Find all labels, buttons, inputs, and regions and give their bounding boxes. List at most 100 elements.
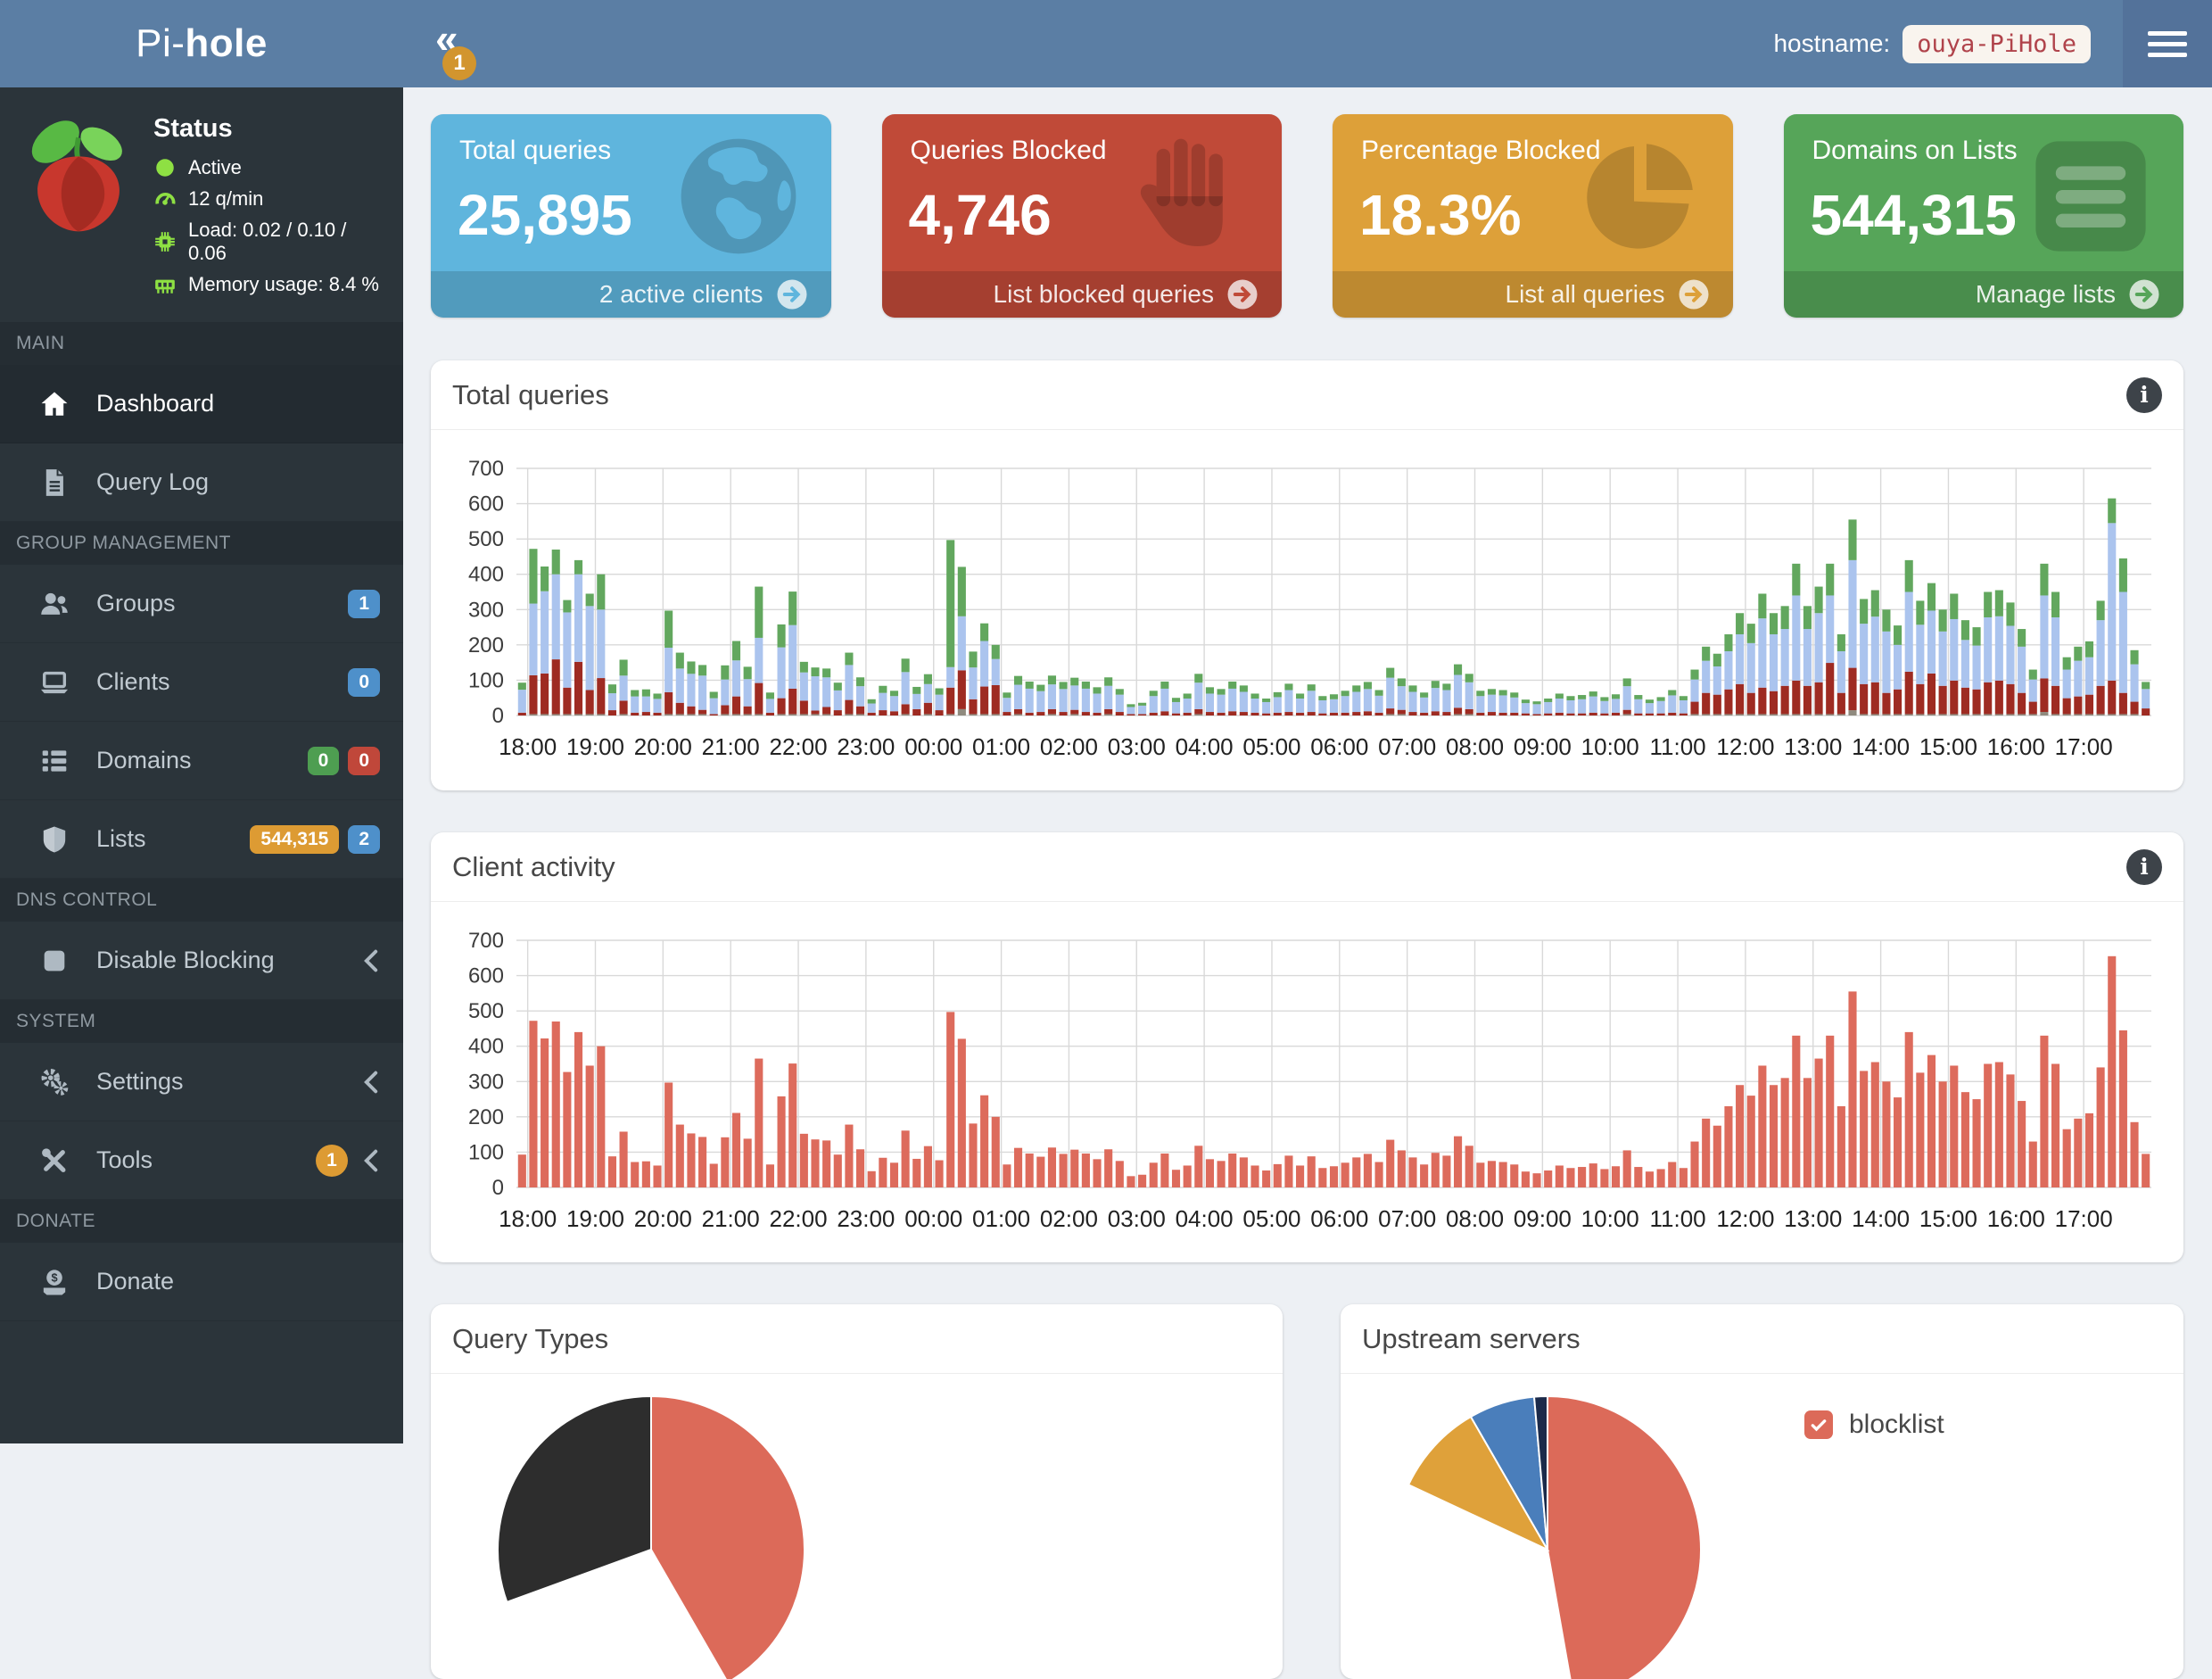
navbar-menu-button[interactable] <box>2123 0 2212 87</box>
svg-text:00:00: 00:00 <box>904 733 962 760</box>
sidebar-item-donate[interactable]: $Donate <box>0 1243 403 1321</box>
stat-card-value: 18.3% <box>1333 166 1733 248</box>
gauge-icon <box>153 187 177 211</box>
svg-text:03:00: 03:00 <box>1108 733 1166 760</box>
sidebar: Status Active 12 q/min Load: 0.02 / 0.10 /… <box>0 87 403 1443</box>
svg-text:01:00: 01:00 <box>972 1205 1030 1232</box>
svg-text:13:00: 13:00 <box>1784 1205 1842 1232</box>
svg-text:600: 600 <box>468 492 504 517</box>
svg-text:11:00: 11:00 <box>1649 1205 1705 1232</box>
status-text: Memory usage: 8.4 % <box>188 273 379 296</box>
stat-card-title: Domains on Lists <box>1784 114 2184 166</box>
sidebar-item-query-log[interactable]: Query Log <box>0 443 403 522</box>
count-badge: 0 <box>348 668 380 697</box>
navbar-spacer <box>458 0 1774 87</box>
svg-text:400: 400 <box>468 563 504 587</box>
svg-text:400: 400 <box>468 1035 504 1059</box>
info-icon[interactable]: i <box>2126 377 2162 413</box>
sidebar-item-groups[interactable]: Groups 1 <box>0 565 403 643</box>
svg-text:17:00: 17:00 <box>2055 1205 2113 1232</box>
svg-text:600: 600 <box>468 964 504 988</box>
laptop-icon <box>39 667 70 698</box>
circle-icon <box>153 156 177 179</box>
sidebar-item-disable-blocking[interactable]: Disable Blocking <box>0 922 403 1000</box>
stat-card-footer-link[interactable]: List all queries <box>1333 271 1733 318</box>
arrow-circle-icon <box>776 278 808 310</box>
check-icon <box>1810 1416 1828 1434</box>
svg-text:02:00: 02:00 <box>1040 1205 1098 1232</box>
svg-text:500: 500 <box>468 999 504 1023</box>
status-row: Load: 0.02 / 0.10 / 0.06 <box>153 219 387 265</box>
sidebar-section-header: MAIN <box>0 322 403 365</box>
stat-card-value: 4,746 <box>882 166 1283 248</box>
svg-text:21:00: 21:00 <box>702 1205 760 1232</box>
svg-text:21:00: 21:00 <box>702 733 760 760</box>
svg-text:300: 300 <box>468 1070 504 1094</box>
chevron-left-icon <box>362 1071 380 1094</box>
svg-text:00:00: 00:00 <box>904 1205 962 1232</box>
svg-text:01:00: 01:00 <box>972 733 1030 760</box>
svg-text:13:00: 13:00 <box>1784 733 1842 760</box>
brand-text-light: Pi- <box>136 21 185 66</box>
info-icon[interactable]: i <box>2126 849 2162 885</box>
sidebar-item-label: Settings <box>96 1068 348 1096</box>
legend-checkbox[interactable] <box>1804 1410 1833 1439</box>
pihole-logo <box>16 111 141 304</box>
stat-card-footer-link[interactable]: List blocked queries <box>882 271 1283 318</box>
svg-text:09:00: 09:00 <box>1514 1205 1572 1232</box>
stat-card-title: Queries Blocked <box>882 114 1283 166</box>
svg-text:19:00: 19:00 <box>566 733 624 760</box>
arrow-circle-icon <box>1678 278 1710 310</box>
collapse-badge: 1 <box>442 46 476 80</box>
pihole-brand[interactable]: Pi-hole <box>0 0 403 87</box>
sidebar-item-settings[interactable]: Settings <box>0 1043 403 1121</box>
sidebar-item-dashboard[interactable]: Dashboard <box>0 365 403 443</box>
svg-text:08:00: 08:00 <box>1446 733 1504 760</box>
svg-text:15:00: 15:00 <box>1919 1205 1977 1232</box>
footer-label: List all queries <box>1506 280 1665 309</box>
svg-text:04:00: 04:00 <box>1176 733 1234 760</box>
pie-slice-type-slice-2 <box>498 1396 651 1602</box>
svg-text:06:00: 06:00 <box>1310 733 1368 760</box>
status-row: Active <box>153 156 387 179</box>
stat-card-footer-link[interactable]: Manage lists <box>1784 271 2184 318</box>
svg-text:02:00: 02:00 <box>1040 733 1098 760</box>
svg-text:500: 500 <box>468 527 504 551</box>
svg-text:12:00: 12:00 <box>1716 1205 1774 1232</box>
svg-text:03:00: 03:00 <box>1108 1205 1166 1232</box>
footer-label: 2 active clients <box>599 280 763 309</box>
hamburger-icon <box>2148 25 2187 63</box>
svg-text:200: 200 <box>468 633 504 658</box>
stat-card-value: 544,315 <box>1784 166 2184 248</box>
sidebar-section-header: SYSTEM <box>0 1000 403 1043</box>
sidebar-item-label: Groups <box>96 590 339 617</box>
svg-text:14:00: 14:00 <box>1852 1205 1910 1232</box>
chevron-left-icon <box>362 949 380 972</box>
svg-text:700: 700 <box>468 929 504 953</box>
svg-text:08:00: 08:00 <box>1446 1205 1504 1232</box>
svg-text:15:00: 15:00 <box>1919 733 1977 760</box>
svg-text:06:00: 06:00 <box>1310 1205 1368 1232</box>
status-text: 12 q/min <box>188 187 263 211</box>
status-row: Memory usage: 8.4 % <box>153 273 387 296</box>
svg-text:100: 100 <box>468 668 504 692</box>
sidebar-item-label: Dashboard <box>96 390 380 418</box>
count-badge: 1 <box>348 590 380 618</box>
chart-title: Client activity <box>452 851 2126 883</box>
stat-card-footer-link[interactable]: 2 active clients <box>431 271 831 318</box>
chart-title: Total queries <box>452 379 2126 411</box>
square-icon <box>39 946 70 976</box>
stat-card-title: Total queries <box>431 114 831 166</box>
svg-text:23:00: 23:00 <box>837 1205 895 1232</box>
svg-text:16:00: 16:00 <box>1987 733 2045 760</box>
status-title: Status <box>153 114 387 144</box>
